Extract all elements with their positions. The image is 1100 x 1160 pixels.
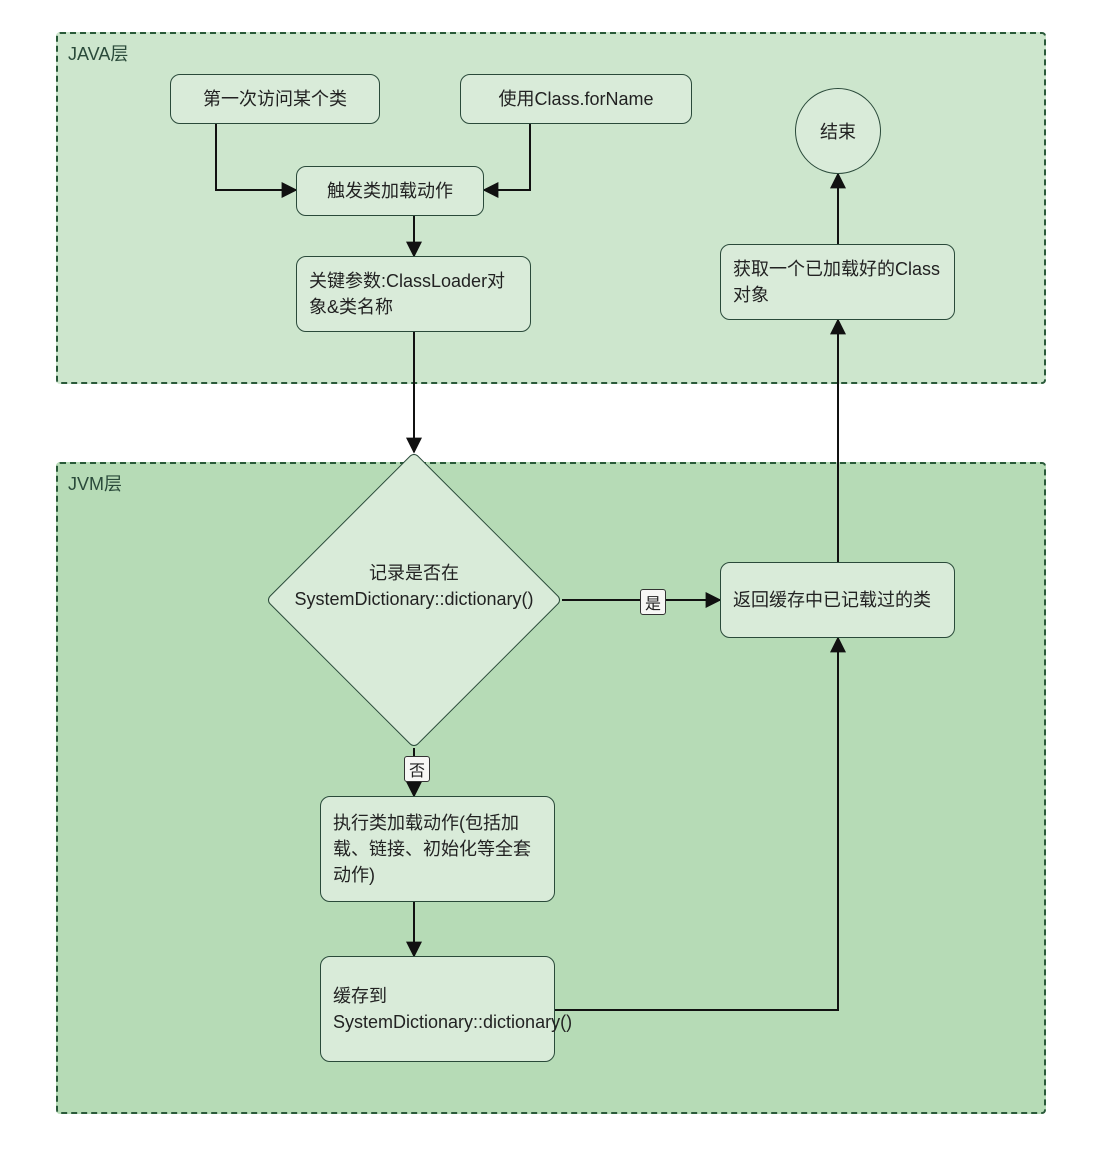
node-cache-dict: 缓存到SystemDictionary::dictionary() (320, 956, 555, 1062)
node-get-class: 获取一个已加载好的Class对象 (720, 244, 955, 320)
node-end: 结束 (795, 88, 881, 174)
flowchart-canvas: JAVA层 JVM层 第一次访问某个类 使用Class.forName 触发类加… (0, 0, 1100, 1160)
node-first-access: 第一次访问某个类 (170, 74, 380, 124)
edge-label-no: 否 (404, 756, 430, 782)
group-jvm-label: JVM层 (68, 470, 122, 496)
node-trigger-load: 触发类加载动作 (296, 166, 484, 216)
edge-label-yes: 是 (640, 589, 666, 615)
node-key-params: 关键参数:ClassLoader对象&类名称 (296, 256, 531, 332)
group-java-label: JAVA层 (68, 40, 128, 66)
node-return-cached: 返回缓存中已记载过的类 (720, 562, 955, 638)
node-exec-load: 执行类加载动作(包括加载、链接、初始化等全套动作) (320, 796, 555, 902)
node-use-forname: 使用Class.forName (460, 74, 692, 124)
node-decision: 记录是否在SystemDictionary::dictionary() (294, 560, 534, 612)
